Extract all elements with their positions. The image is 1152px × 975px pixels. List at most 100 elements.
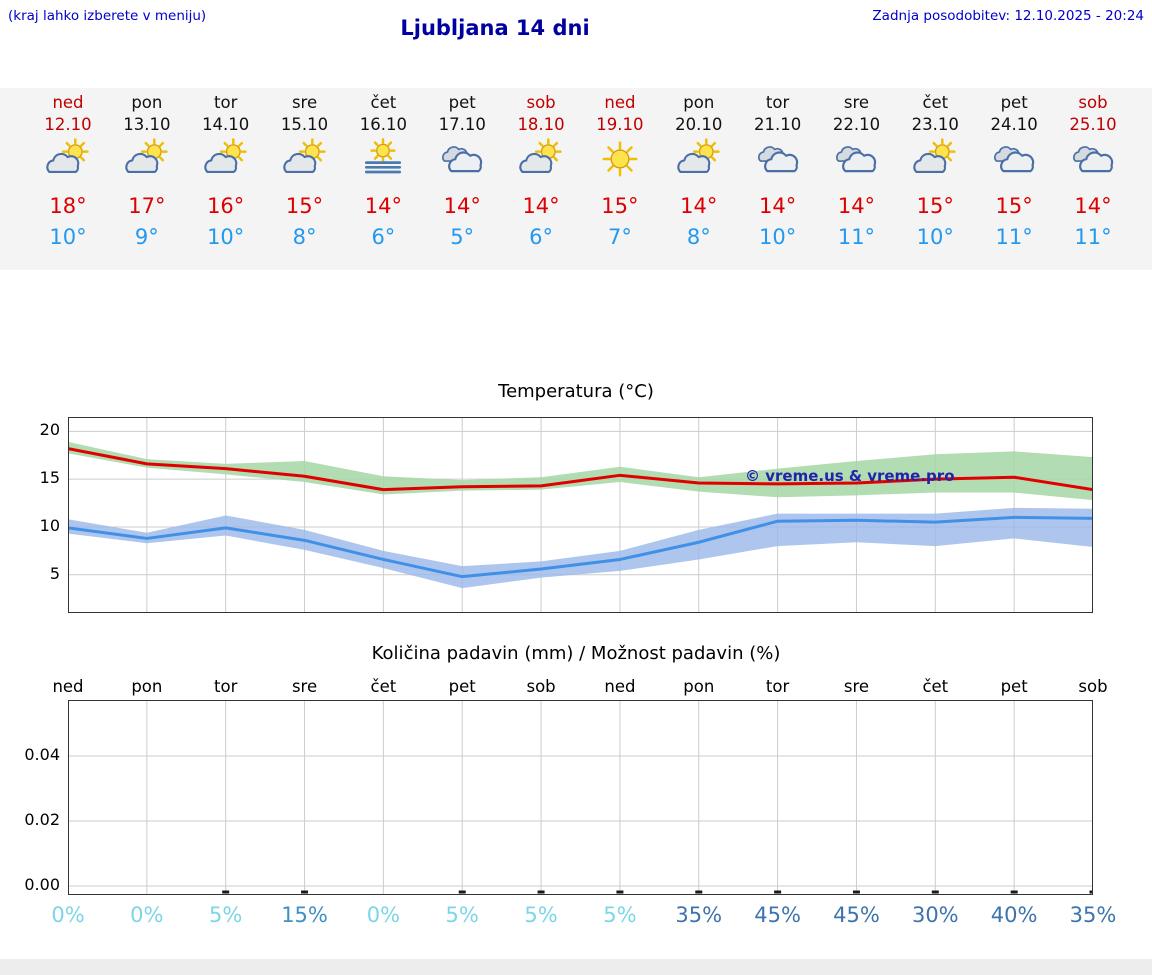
day-date: 18.10 — [517, 115, 565, 134]
day-date: 17.10 — [438, 115, 486, 134]
day-name: čet — [370, 93, 397, 112]
precip-day-label: pon — [131, 677, 163, 696]
partly-sunny-icon — [519, 138, 562, 173]
precip-probability: 5% — [209, 903, 243, 927]
cloudy-icon — [1073, 146, 1114, 173]
day-name: čet — [922, 93, 949, 112]
day-name: pet — [448, 93, 476, 112]
low-temp: 6° — [371, 225, 396, 249]
day-date: 21.10 — [753, 115, 802, 134]
forecast-day: sob 18.10 14° 6° — [501, 88, 581, 270]
weather-icon — [359, 138, 407, 182]
precip-probability: 35% — [675, 903, 723, 927]
precip-probability: 5% — [603, 903, 637, 927]
weather-icon — [832, 138, 880, 182]
high-temp: 15° — [601, 194, 639, 218]
weather-icon — [44, 138, 92, 182]
day-date: 23.10 — [911, 115, 959, 134]
temperature-chart-area: 5 10 15 20 © vreme.us & vreme.pro — [0, 417, 1152, 613]
day-name: ned — [604, 93, 636, 112]
precip-day-label: sob — [1078, 677, 1108, 696]
precip-day-label: tor — [765, 677, 790, 696]
precip-probability: 0% — [51, 903, 85, 927]
precip-probability: 15% — [281, 903, 328, 927]
partly-sunny-icon — [677, 138, 720, 173]
weather-icon — [911, 138, 959, 182]
precip-probability: 5% — [524, 903, 558, 927]
weather-icon — [754, 138, 802, 182]
forecast-day: čet 23.10 15° 10° — [895, 88, 975, 270]
temp-y-tick-label: 20 — [39, 420, 60, 440]
bottom-strip — [0, 959, 1152, 975]
weather-icon — [596, 138, 644, 182]
high-temp: 14° — [443, 194, 481, 218]
precip-day-label: sob — [526, 677, 556, 696]
precip-day-label: ned — [604, 677, 636, 696]
low-temp: 11° — [837, 225, 876, 249]
forecast-day: ned 19.10 15° 7° — [580, 88, 660, 270]
day-name: sob — [526, 93, 556, 112]
precip-probability: 45% — [833, 903, 880, 927]
weather-icon — [990, 138, 1038, 182]
low-temp: 10° — [49, 225, 87, 249]
forecast-day: sob 25.10 14° 11° — [1053, 88, 1133, 270]
low-temp: 8° — [292, 225, 317, 249]
forecast-day: pet 17.10 14° 5° — [422, 88, 502, 270]
day-name: pon — [131, 93, 163, 112]
day-date: 20.10 — [675, 115, 723, 134]
forecast-day: tor 14.10 16° 10° — [186, 88, 266, 270]
high-temp: 14° — [758, 194, 797, 218]
low-temp: 6° — [529, 225, 553, 249]
precip-day-label: pet — [1000, 677, 1028, 696]
day-date: 22.10 — [832, 115, 881, 134]
low-temp: 10° — [758, 225, 797, 249]
high-temp: 14° — [364, 194, 402, 218]
weather-icon — [675, 138, 723, 182]
partly-sunny-icon — [913, 138, 956, 173]
temp-y-tick-label: 5 — [49, 563, 60, 583]
temp-y-tick-label: 10 — [39, 515, 60, 535]
precip-day-label: sre — [291, 677, 318, 696]
low-temp: 11° — [1074, 225, 1112, 249]
low-temp: 7° — [607, 225, 632, 249]
weather-icon — [281, 138, 329, 182]
day-date: 19.10 — [596, 115, 644, 134]
day-date: 25.10 — [1069, 115, 1117, 134]
forecast-day: tor 21.10 14° 10° — [738, 88, 818, 270]
high-temp: 14° — [837, 194, 876, 218]
cloudy-icon — [442, 146, 483, 173]
day-date: 16.10 — [359, 115, 407, 134]
day-date: 13.10 — [123, 115, 171, 134]
low-temp: 5° — [450, 225, 475, 249]
forecast-day: sre 22.10 14° 11° — [816, 88, 896, 270]
precip-day-label: pet — [448, 677, 476, 696]
high-temp: 17° — [128, 194, 166, 218]
forecast-day: pon 13.10 17° 9° — [107, 88, 187, 270]
precip-probability: 0% — [130, 903, 164, 927]
precip-day-label: ned — [52, 677, 84, 696]
day-name: pet — [1000, 93, 1028, 112]
forecast-day: ned 12.10 18° 10° — [28, 88, 108, 270]
precip-day-label: čet — [370, 677, 397, 696]
forecast-day: čet 16.10 14° 6° — [343, 88, 423, 270]
partly-sunny-icon — [46, 138, 89, 173]
low-temp: 11° — [995, 225, 1033, 249]
low-temp: 10° — [207, 225, 245, 249]
low-temp: 9° — [134, 225, 159, 249]
precipitation-chart-title: Količina padavin (mm) / Možnost padavin … — [371, 643, 781, 664]
day-name: tor — [765, 93, 790, 112]
precip-y-tick-label: 0.02 — [24, 810, 60, 829]
day-name: pon — [683, 93, 715, 112]
forecast-day: pet 24.10 15° 11° — [974, 88, 1054, 270]
forecast-strip: ned 12.10 18° 10° pon 13.10 17° 9° tor 1… — [0, 88, 1152, 270]
forecast-day: pon 20.10 14° 8° — [659, 88, 739, 270]
precip-probability: 30% — [911, 903, 959, 927]
weather-icon — [438, 138, 486, 182]
precip-probability: 35% — [1069, 903, 1117, 927]
fog-icon — [365, 138, 402, 174]
day-date: 14.10 — [202, 115, 250, 134]
day-name: sob — [1078, 93, 1108, 112]
partly-sunny-icon — [282, 138, 326, 173]
day-name: tor — [214, 93, 238, 112]
low-temp: 8° — [686, 225, 711, 249]
